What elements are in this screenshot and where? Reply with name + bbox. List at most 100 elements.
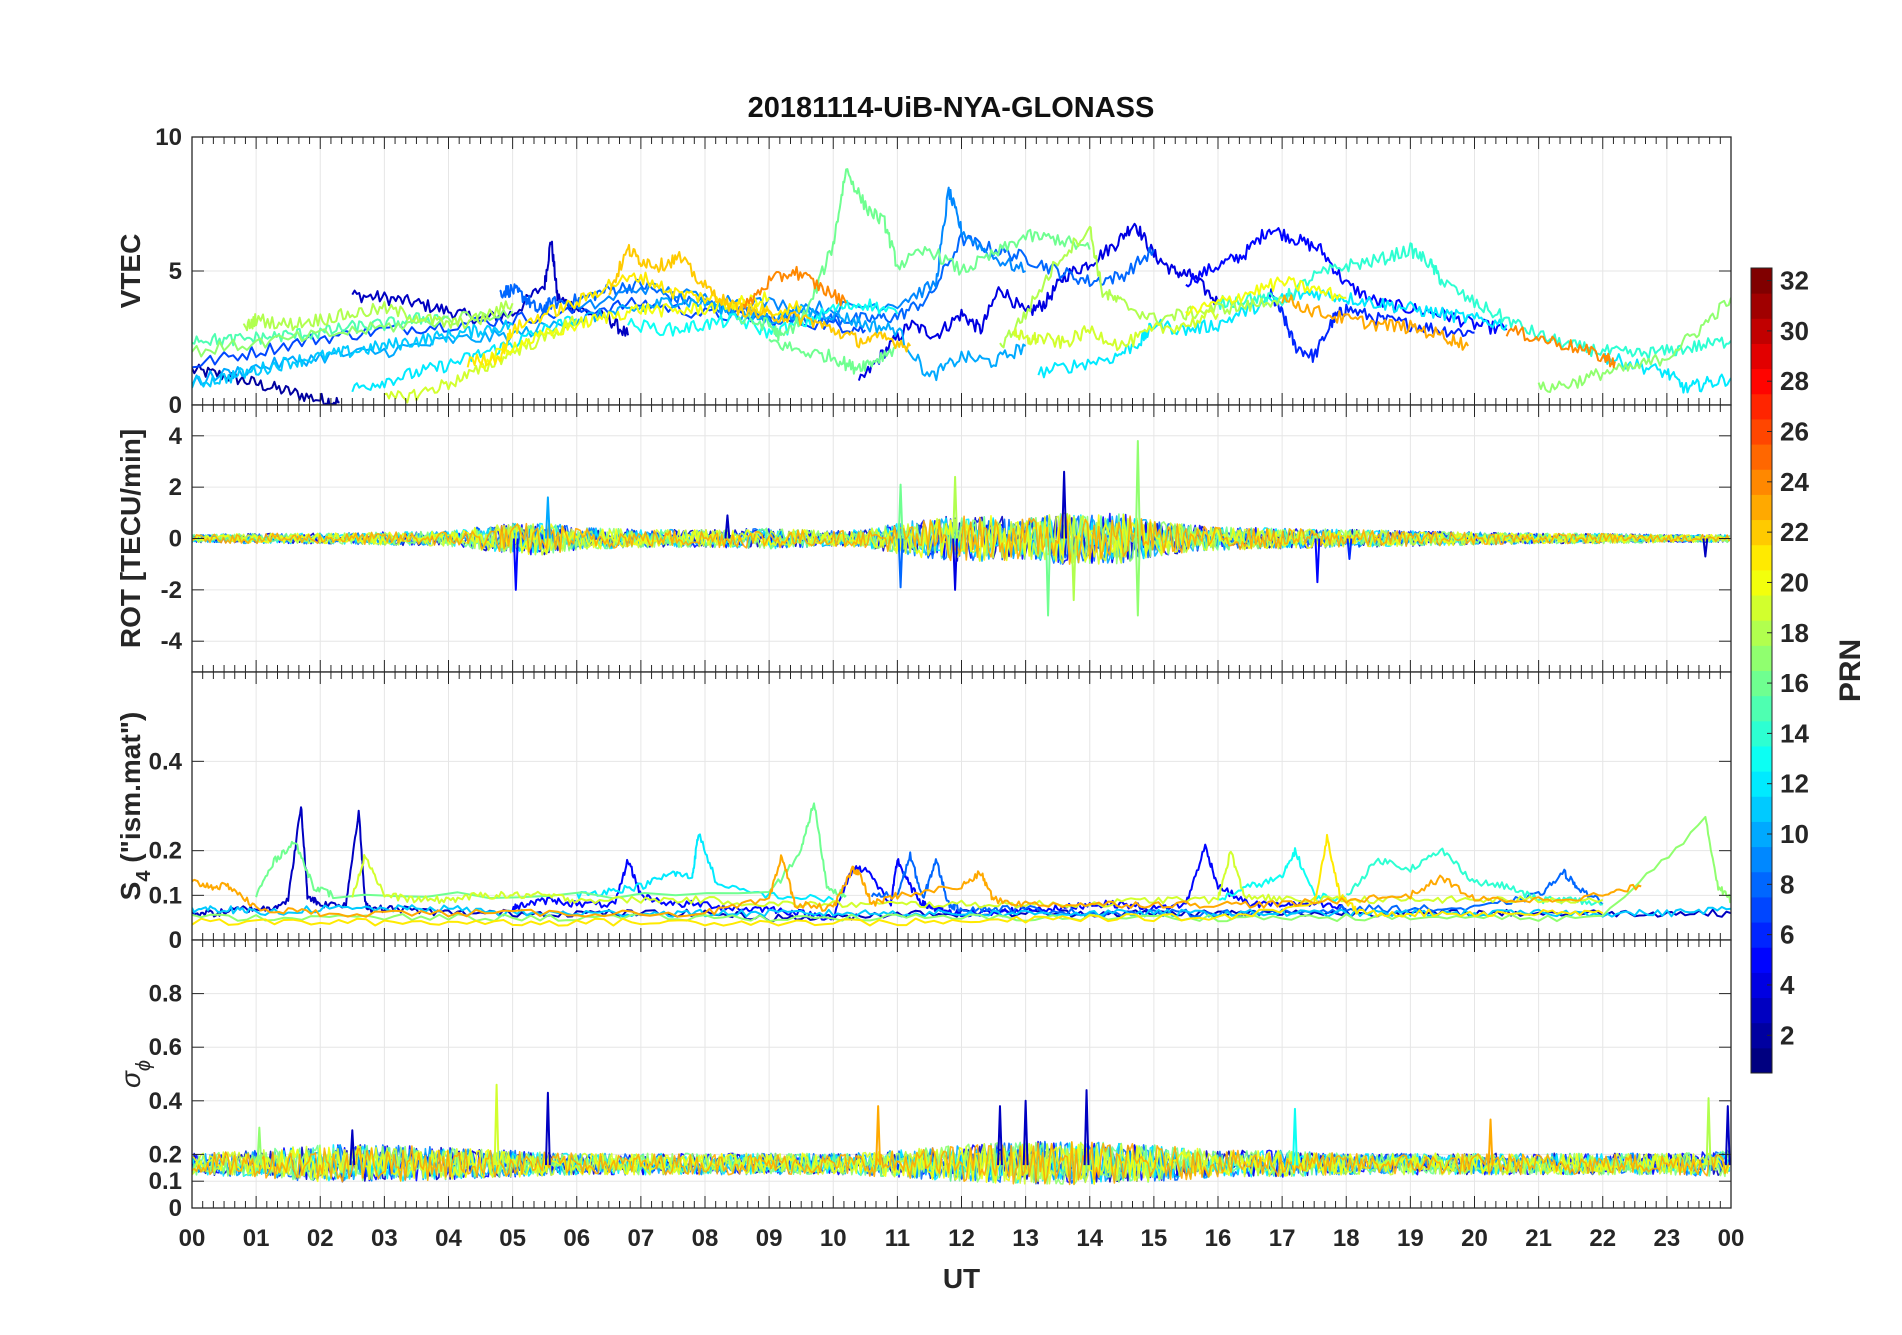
panel-4: 00.10.2 0.4 0.6 0.8 σϕ [115,939,1732,1222]
colorbar-tick-label: 14 [1780,718,1809,748]
colorbar-segment [1751,494,1772,521]
spike-prn-3 [1724,1105,1731,1166]
spike-prn-4 [952,538,959,591]
spike-prn-3 [1702,538,1709,558]
x-tick-label: 12 [948,1225,975,1252]
series-prn-15 [192,312,449,347]
x-tick-label: 05 [499,1225,526,1252]
x-tick-label: 11 [885,1225,910,1252]
spike-prn-5 [512,538,519,591]
spike-prn-23 [1487,1118,1494,1166]
x-tick-label: 22 [1589,1225,1616,1252]
spike-prn-3 [724,514,731,539]
x-axis-label: UT [943,1263,980,1294]
y-tick-label: 0.2 [149,1141,182,1168]
x-tick-label: 23 [1654,1225,1681,1252]
series-prn-6 [1268,288,1475,363]
colorbar-segment [1751,821,1772,848]
x-tick-label: 17 [1269,1225,1296,1252]
x-tick-label: 06 [563,1225,590,1252]
colorbar-tick-label: 12 [1780,769,1809,799]
x-tick-label: 19 [1397,1225,1424,1252]
y-tick-label: 0 [169,526,182,553]
colorbar-label: PRN [1834,639,1867,702]
y-tick-label: 0 [169,392,182,419]
y-axis-label: S4 ("ism.mat") [115,712,155,901]
series-prn-4 [857,222,1219,381]
spike-prn-3 [1061,470,1068,539]
series-prn-16 [736,168,1091,342]
colorbar-segment [1751,670,1772,697]
x-tick-label: 00 [179,1225,206,1252]
y-tick-label: 4 [169,423,183,450]
y-tick-label: 0.4 [149,748,183,775]
colorbar-segment [1751,620,1772,646]
x-ticks [191,940,1732,1208]
spike-prn-16 [1045,538,1051,617]
x-tick-label: 04 [435,1225,462,1252]
series-prn-23 [1281,294,1469,351]
series-prn-16 [768,338,898,375]
x-tick-label: 20 [1461,1225,1488,1252]
series-group [192,802,1731,927]
colorbar-segment [1751,544,1772,571]
spike-prn-18 [1705,1097,1712,1166]
y-tick-label: 0.8 [149,981,182,1008]
series-group [192,168,1731,405]
series-prn-22 [608,243,912,353]
colorbar-tick-label: 4 [1780,970,1795,1000]
series-prn-11 [192,904,1731,918]
colorbar-frame [1750,267,1773,1074]
colorbar-segment [1751,796,1772,822]
y-tick-label: 0.6 [149,1034,182,1061]
series-prn-19 [1011,309,1219,352]
colorbar-segment [1751,645,1772,671]
spike-prn-17 [1134,439,1141,539]
colorbar-segment [1751,268,1772,294]
colorbar-segment [1751,595,1772,621]
colorbar-tick-label: 18 [1780,618,1809,648]
colorbar-segment [1751,469,1772,495]
series-group [192,1083,1731,1186]
series-prn-13 [627,298,899,339]
colorbar-tick-label: 8 [1780,869,1794,899]
colorbar-tick-label: 24 [1780,467,1809,497]
series-prn-13 [1217,847,1348,903]
spike-prn-17 [256,1126,263,1166]
grid [192,137,1731,405]
colorbar-segment [1751,871,1772,898]
spike-prn-10 [544,496,551,539]
series-prn-2 [192,363,340,405]
colorbar-tick-label: 30 [1780,316,1809,346]
colorbar-segment [1751,1047,1772,1074]
spike-prn-17 [1134,538,1141,617]
spike-prn-3 [1022,1099,1029,1166]
x-tick-label: 02 [307,1225,334,1252]
x-tick-label: 16 [1205,1225,1232,1252]
y-axis-label: VTEC [115,234,146,309]
x-tick-label: 03 [371,1225,398,1252]
spike-prn-3 [349,1129,356,1166]
spike-prn-19 [493,1083,500,1166]
colorbar-tick-label: 20 [1780,567,1809,597]
colorbar-segment [1751,846,1772,873]
y-tick-label: 10 [155,124,182,151]
y-tick-label: 0 [169,927,182,954]
series-prn-10 [192,296,1027,387]
colorbar-segment [1751,569,1772,596]
colorbar-segment [1751,771,1772,797]
x-tick-label: 00 [1718,1225,1745,1252]
noise-series-prn-23 [192,1141,1731,1186]
series-prn-24 [742,265,848,309]
spike-prn-3 [997,1105,1003,1166]
y-tick-label: 5 [169,258,182,285]
y-tick-label: 0.1 [149,1168,182,1195]
colorbar-tick-label: 2 [1780,1020,1794,1050]
x-tick-label: 14 [1076,1225,1103,1252]
colorbar-segment [1751,896,1772,923]
spike-prn-23 [875,1105,882,1166]
colorbar-segment [1751,1022,1772,1049]
colorbar-segment [1751,368,1772,395]
